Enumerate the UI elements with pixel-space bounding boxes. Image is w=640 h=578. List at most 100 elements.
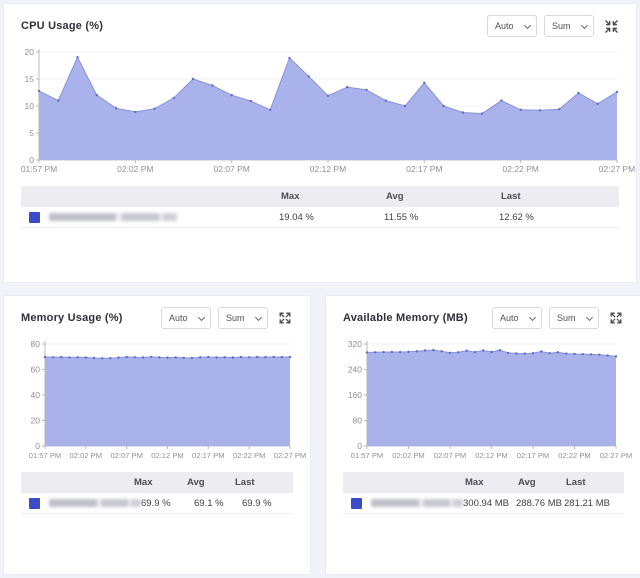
- interval-select-wrap: Auto: [487, 15, 537, 37]
- svg-text:01:57 PM: 01:57 PM: [21, 164, 57, 174]
- svg-text:02:17 PM: 02:17 PM: [517, 451, 550, 460]
- svg-text:02:17 PM: 02:17 PM: [406, 164, 442, 174]
- svg-text:0: 0: [35, 441, 40, 451]
- last-value: 69.9 %: [242, 497, 272, 509]
- available-memory-chart-area[interactable]: 0 80 160 240 320 01:57 PM 02:02 PM 02:07 PM 02:1…: [343, 339, 632, 466]
- last-value: 281.21 MB: [564, 497, 610, 509]
- interval-select-wrap: Auto: [492, 307, 542, 329]
- avg-column-header: Avg: [187, 477, 205, 488]
- max-column-header: Max: [281, 191, 300, 202]
- chart-controls: Auto Sum: [487, 15, 619, 37]
- table-row: 19.04 % 11.55 % 12.62 %: [21, 207, 619, 228]
- svg-text:02:02 PM: 02:02 PM: [392, 451, 425, 460]
- svg-text:60: 60: [31, 365, 41, 375]
- interval-select[interactable]: Auto: [487, 15, 537, 37]
- stats-header-row: Max Avg Last: [21, 472, 293, 493]
- memory-usage-panel: Memory Usage (%) Auto Sum: [3, 295, 311, 575]
- avg-value: 69.1 %: [194, 497, 224, 509]
- avg-column-header: Avg: [386, 191, 404, 202]
- svg-text:5: 5: [29, 128, 34, 138]
- svg-text:02:12 PM: 02:12 PM: [475, 451, 508, 460]
- panel-header: Memory Usage (%) Auto Sum: [21, 306, 293, 330]
- chart-controls: Auto Sum: [492, 307, 624, 329]
- cpu-chart-area[interactable]: 0 5 10 15 20 01:57 PM 02:02 PM 02:07 PM 02:12 PM…: [21, 47, 635, 180]
- aggregation-select[interactable]: Sum: [549, 307, 599, 329]
- svg-text:02:12 PM: 02:12 PM: [151, 451, 184, 460]
- memory-stats-table: Max Avg Last 69.9 % 69.1 % 69.9 %: [21, 472, 293, 514]
- interval-select[interactable]: Auto: [492, 307, 542, 329]
- cpu-usage-panel: CPU Usage (%) Auto Sum 0 5: [3, 3, 637, 283]
- interval-select[interactable]: Auto: [161, 307, 211, 329]
- aggregation-select-wrap: Sum: [549, 307, 599, 329]
- series-name-blurred: [49, 213, 177, 221]
- svg-text:02:22 PM: 02:22 PM: [503, 164, 539, 174]
- svg-text:02:17 PM: 02:17 PM: [192, 451, 225, 460]
- svg-text:02:02 PM: 02:02 PM: [117, 164, 153, 174]
- series-color-swatch: [29, 497, 40, 509]
- svg-text:10: 10: [25, 101, 35, 111]
- svg-text:20: 20: [25, 47, 35, 57]
- svg-text:320: 320: [348, 339, 362, 349]
- aggregation-select[interactable]: Sum: [218, 307, 268, 329]
- svg-text:80: 80: [31, 339, 41, 349]
- panel-title: Available Memory (MB): [343, 312, 468, 324]
- available-memory-stats-table: Max Avg Last 300.94 MB 288.76 MB 281.21 …: [343, 472, 624, 514]
- svg-text:0: 0: [357, 441, 362, 451]
- series-legend[interactable]: [21, 211, 279, 223]
- fullscreen-button[interactable]: [608, 310, 624, 326]
- series-legend[interactable]: [21, 497, 141, 509]
- avg-value: 11.55 %: [384, 211, 419, 223]
- series-name-blurred: [371, 499, 463, 507]
- exit-fullscreen-button[interactable]: [603, 18, 619, 34]
- available-memory-panel: Available Memory (MB) Auto Sum: [325, 295, 640, 575]
- svg-text:02:27 PM: 02:27 PM: [274, 451, 307, 460]
- table-row: 69.9 % 69.1 % 69.9 %: [21, 493, 293, 514]
- aggregation-select-wrap: Sum: [218, 307, 268, 329]
- panel-header: CPU Usage (%) Auto Sum: [21, 14, 619, 38]
- max-value: 69.9 %: [141, 497, 171, 509]
- expand-icon: [610, 312, 622, 324]
- svg-text:80: 80: [353, 416, 363, 426]
- svg-text:0: 0: [29, 155, 34, 165]
- svg-text:15: 15: [25, 74, 35, 84]
- avg-column-header: Avg: [518, 477, 536, 488]
- table-row: 300.94 MB 288.76 MB 281.21 MB: [343, 493, 624, 514]
- last-value: 12.62 %: [499, 211, 534, 223]
- svg-text:01:57 PM: 01:57 PM: [29, 451, 62, 460]
- chart-controls: Auto Sum: [161, 307, 293, 329]
- memory-chart-area[interactable]: 0 20 40 60 80 01:57 PM 02:02 PM 02:07 PM 02:12 P…: [21, 339, 307, 466]
- aggregation-select[interactable]: Sum: [544, 15, 594, 37]
- max-column-header: Max: [134, 477, 153, 488]
- series-color-swatch: [29, 211, 40, 223]
- panel-header: Available Memory (MB) Auto Sum: [343, 306, 624, 330]
- svg-text:02:22 PM: 02:22 PM: [558, 451, 591, 460]
- fullscreen-button[interactable]: [277, 310, 293, 326]
- svg-text:01:57 PM: 01:57 PM: [351, 451, 384, 460]
- last-column-header: Last: [235, 477, 255, 488]
- svg-text:02:27 PM: 02:27 PM: [599, 164, 635, 174]
- series-name-blurred: [49, 499, 141, 507]
- svg-text:02:07 PM: 02:07 PM: [214, 164, 250, 174]
- series-color-swatch: [351, 497, 362, 509]
- svg-text:02:07 PM: 02:07 PM: [434, 451, 467, 460]
- bottom-panels-row: Memory Usage (%) Auto Sum: [3, 295, 640, 575]
- max-column-header: Max: [465, 477, 484, 488]
- svg-text:02:07 PM: 02:07 PM: [110, 451, 143, 460]
- svg-text:02:27 PM: 02:27 PM: [600, 451, 633, 460]
- stats-header-row: Max Avg Last: [21, 186, 619, 207]
- series-legend[interactable]: [343, 497, 463, 509]
- last-column-header: Last: [501, 191, 521, 202]
- last-column-header: Last: [566, 477, 586, 488]
- cpu-stats-table: Max Avg Last 19.04 % 11.55 % 12.62 %: [21, 186, 619, 228]
- svg-text:20: 20: [31, 416, 41, 426]
- svg-text:02:02 PM: 02:02 PM: [70, 451, 103, 460]
- page-title: CPU Usage (%): [21, 20, 104, 32]
- stats-header-row: Max Avg Last: [343, 472, 624, 493]
- svg-text:40: 40: [31, 390, 41, 400]
- max-value: 19.04 %: [279, 211, 314, 223]
- svg-text:160: 160: [348, 390, 362, 400]
- avg-value: 288.76 MB: [516, 497, 562, 509]
- compress-icon: [604, 19, 618, 33]
- expand-icon: [279, 312, 291, 324]
- max-value: 300.94 MB: [463, 497, 509, 509]
